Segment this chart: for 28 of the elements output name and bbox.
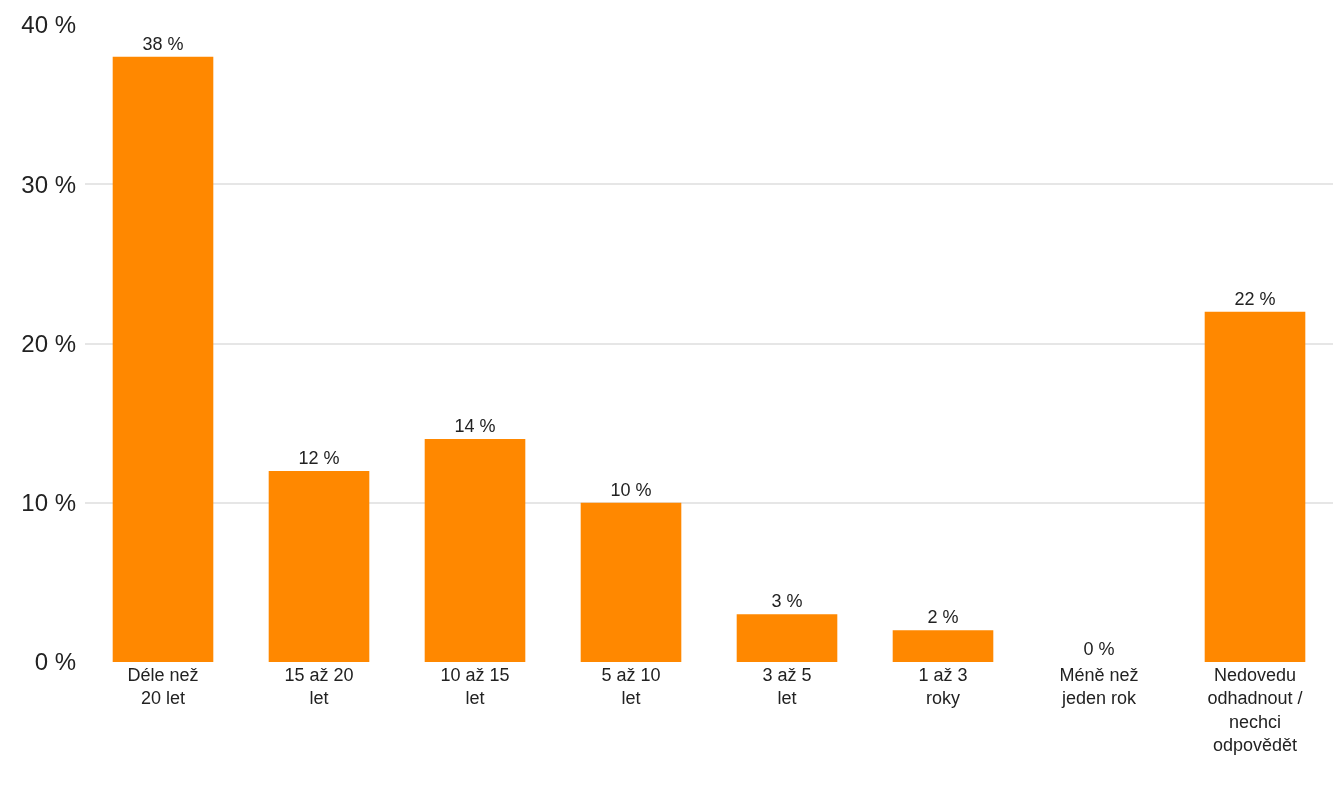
x-tick-label: Déle než 20 let	[127, 665, 199, 709]
y-tick-label: 20 %	[21, 329, 76, 357]
y-tick-label: 40 %	[21, 11, 76, 39]
bar	[424, 439, 526, 662]
data-label: 10 %	[610, 479, 652, 500]
y-tick-label: 30 %	[21, 170, 76, 198]
data-label: 12 %	[298, 447, 340, 468]
data-label: 3 %	[771, 591, 803, 612]
bar	[736, 614, 838, 662]
x-tick-label: 10 až 15 let	[440, 665, 510, 709]
bar	[1204, 311, 1306, 662]
bar	[580, 502, 682, 662]
x-tick-label: 5 až 10 let	[601, 665, 661, 709]
data-label: 38 %	[142, 33, 184, 54]
x-tick-label: Méně než jeden rok	[1059, 665, 1139, 709]
x-tick-label: 15 až 20 let	[284, 665, 354, 709]
y-tick-label: 0 %	[34, 648, 76, 676]
x-tick-label: 3 až 5 let	[762, 665, 812, 709]
data-label: 14 %	[454, 416, 496, 437]
data-label: 22 %	[1234, 288, 1276, 309]
x-tick-label: Nedovedu odhadnout / nechci odpovědět	[1207, 665, 1303, 756]
x-tick-label: 1 až 3 roky	[918, 665, 968, 709]
data-label: 2 %	[927, 607, 959, 628]
bar	[268, 470, 370, 662]
y-tick-label: 10 %	[21, 489, 76, 517]
bar	[892, 630, 994, 662]
bar	[112, 56, 214, 662]
data-label: 0 %	[1083, 639, 1115, 659]
